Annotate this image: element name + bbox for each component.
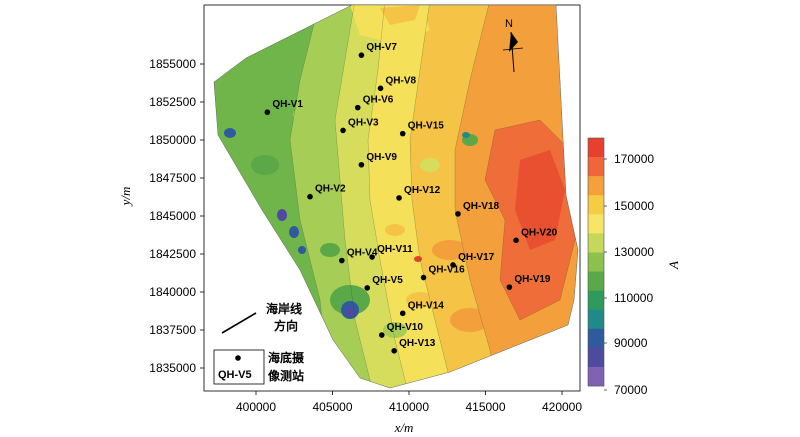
legend-station-text: QH-V5 [218, 369, 252, 381]
station-label: QH-V11 [377, 244, 413, 255]
station-label: QH-V9 [366, 152, 397, 163]
colorbar-segment [588, 347, 604, 368]
colorbar-segment [588, 328, 604, 349]
x-axis-title: x/m [394, 420, 414, 435]
station-marker-icon [340, 127, 346, 134]
station-label: QH-V20 [521, 227, 558, 238]
station-label: QH-V4 [347, 248, 378, 259]
station-marker-icon [358, 161, 365, 168]
colorbar-segment [588, 176, 604, 196]
y-tick-label: 1855000 [149, 57, 196, 71]
colorbar-segment [588, 271, 604, 291]
colorbar-title: A [666, 261, 681, 270]
colorbar-segment [588, 366, 604, 387]
station-label: QH-V15 [408, 121, 445, 132]
station-marker-icon [396, 195, 402, 201]
station-marker-icon [339, 257, 345, 264]
colorbar-segment [588, 309, 604, 330]
legend-station-dot-icon [235, 355, 241, 361]
y-tick-label: 1850000 [149, 133, 196, 147]
station-label: QH-V1 [272, 99, 303, 110]
station-marker-icon [513, 237, 519, 244]
station-marker-icon [369, 254, 375, 260]
station-marker-icon [506, 284, 513, 290]
survey-boundary [213, 4, 579, 389]
colorbar-border [587, 137, 605, 387]
colorbar-segment [588, 157, 604, 177]
station-marker-icon [450, 262, 456, 268]
colorbar-segment [588, 138, 604, 158]
station-legend: QH-V5 海底摄 像测站 [213, 349, 305, 385]
station-label: QH-V10 [387, 322, 424, 333]
station-marker-icon [264, 109, 271, 115]
y-tick-label: 1837500 [149, 323, 196, 337]
y-tick-label: 1842500 [149, 247, 196, 261]
colorbar-label: 70000 [614, 383, 648, 397]
x-tick-label: 400000 [236, 400, 276, 414]
legend-desc-line1: 海底摄 [268, 350, 305, 365]
colorbar [587, 137, 605, 387]
y-tick-label: 1835000 [149, 361, 196, 375]
station-label: QH-V13 [399, 338, 436, 349]
station-marker-icon [354, 104, 361, 111]
colorbar-segment [588, 233, 604, 253]
station-marker-icon [455, 211, 461, 217]
y-axis-ticks: 1855000 1852500 1850000 1847500 1845000 18425… [149, 57, 204, 375]
coast-direction-line [221, 312, 257, 334]
station-marker-icon [378, 332, 385, 338]
station-marker-icon [399, 130, 406, 137]
y-tick-label: 1840000 [149, 285, 196, 299]
y-tick-label: 1847500 [149, 171, 196, 185]
station-marker-icon [364, 285, 371, 291]
y-tick-label: 1845000 [149, 209, 196, 223]
station-label: QH-V7 [366, 42, 397, 53]
station-marker-icon [420, 274, 427, 281]
colorbar-label: 170000 [614, 152, 654, 166]
colorbar-label: 150000 [614, 199, 654, 213]
x-tick-label: 415000 [465, 400, 505, 414]
station-label: QH-V18 [463, 201, 500, 212]
x-tick-label: 405000 [312, 400, 352, 414]
colorbar-label: 90000 [614, 336, 648, 350]
station-marker-icon [377, 85, 384, 92]
station-marker-icon [391, 348, 397, 354]
station-label: QH-V2 [315, 184, 346, 195]
station-marker-icon [307, 193, 313, 200]
colorbar-label: 130000 [614, 245, 654, 259]
x-tick-label: 410000 [389, 400, 429, 414]
colorbar-segment [588, 214, 604, 234]
x-axis-ticks: 400000 405000 410000 415000 420000 [236, 391, 582, 414]
coast-label-line2: 方向 [274, 318, 298, 333]
station-label: QH-V19 [514, 274, 551, 285]
station-label: QH-V8 [386, 75, 417, 86]
y-tick-label: 1852500 [149, 95, 196, 109]
colorbar-segment [588, 290, 604, 310]
station-marker-icon [358, 52, 365, 58]
station-label: QH-V3 [348, 117, 379, 128]
station-label: QH-V14 [408, 300, 445, 311]
legend-desc-line2: 像测站 [268, 368, 304, 383]
colorbar-segment [588, 252, 604, 272]
station-marker-icon [399, 310, 406, 317]
y-axis-title: y/m [118, 187, 133, 208]
colorbar-labels: 170000 150000 130000 110000 90000 70000 [604, 152, 654, 397]
contour-lines [289, 5, 578, 388]
station-label: QH-V5 [372, 275, 403, 286]
station-label: QH-V6 [363, 95, 394, 106]
colorbar-label: 110000 [614, 291, 653, 305]
station-label: QH-V12 [404, 185, 441, 196]
coast-label-line1: 海岸线 [266, 301, 302, 316]
colorbar-segment [588, 195, 604, 215]
north-label: N [505, 18, 513, 30]
north-arrow-icon: N [502, 18, 524, 73]
station-layer: QH-V7 QH-V8 QH-V1 QH-V6 QH-V3 QH-V15 QH-V9 QH-V… [264, 42, 558, 354]
x-tick-label: 420000 [542, 400, 582, 414]
station-label: QH-V16 [429, 265, 466, 276]
station-label: QH-V17 [458, 252, 495, 263]
